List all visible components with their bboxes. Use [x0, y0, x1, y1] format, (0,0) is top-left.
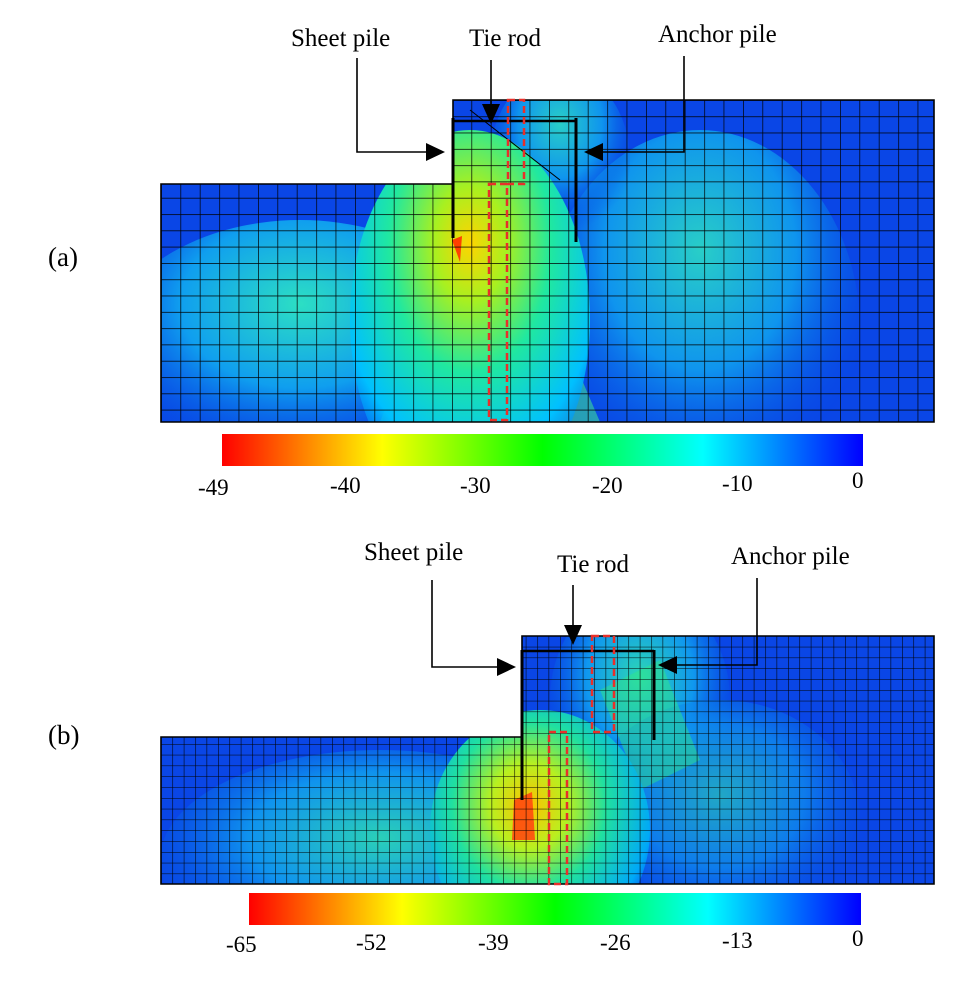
panel-b: (b) Sheet pile Tie rod Anchor pile -65 -…	[48, 539, 935, 957]
arrowhead-anchor-pile-b	[658, 656, 677, 674]
colorbar-a	[222, 434, 863, 466]
callout-anchor-pile-b: Anchor pile	[731, 543, 850, 570]
callout-tie-rod-b: Tie rod	[557, 551, 630, 578]
colorbar-b-tick-2: -39	[478, 930, 509, 955]
callout-sheet-pile-b: Sheet pile	[364, 539, 463, 566]
leader-sheet-pile-b	[431, 580, 500, 668]
highlight-box-a-lower	[487, 182, 509, 422]
colorbar-b-tick-4: -13	[722, 928, 753, 953]
colorbar-b-tick-0: -65	[226, 932, 257, 957]
colorbar-a-tick-2: -30	[460, 473, 491, 498]
callout-anchor-pile-a: Anchor pile	[658, 21, 777, 48]
panel-a: (a) Sheet pile Tie rod Anchor pile -49 -…	[48, 21, 935, 500]
colorbar-a-tick-0: -49	[198, 475, 229, 500]
colorbar-b	[249, 893, 861, 925]
callout-sheet-pile-a: Sheet pile	[291, 25, 390, 52]
colorbar-a-tick-5: 0	[852, 468, 864, 493]
leader-anchor-pile-b	[676, 578, 758, 666]
failure-line-a	[469, 109, 561, 181]
leader-sheet-pile-a	[356, 58, 432, 153]
leader-anchor-pile-a	[600, 56, 685, 153]
highlight-box-b-lower	[547, 730, 569, 886]
colorbar-b-tick-1: -52	[356, 930, 387, 955]
colorbar-a-tick-1: -40	[330, 473, 361, 498]
colorbar-b-tick-5: 0	[852, 926, 864, 951]
colorbar-a-tick-3: -20	[592, 473, 623, 498]
highlight-box-b-upper	[590, 634, 616, 734]
colorbar-b-tick-3: -26	[600, 930, 631, 955]
arrowhead-sheet-pile-b	[497, 658, 516, 676]
callout-tie-rod-a: Tie rod	[469, 25, 542, 52]
colorbar-a-tick-4: -10	[722, 471, 753, 496]
panel-label-a: (a)	[48, 242, 78, 272]
mesh-grid-a	[160, 99, 935, 423]
arrowhead-tie-rod-b	[564, 625, 582, 645]
arrowhead-tie-rod-a	[482, 104, 500, 124]
panel-label-b: (b)	[48, 720, 79, 750]
arrowhead-anchor-pile-a	[584, 143, 603, 161]
mesh-grid-b	[160, 635, 935, 885]
highlight-box-a-upper	[506, 98, 526, 186]
arrowhead-sheet-pile-a	[426, 143, 445, 161]
